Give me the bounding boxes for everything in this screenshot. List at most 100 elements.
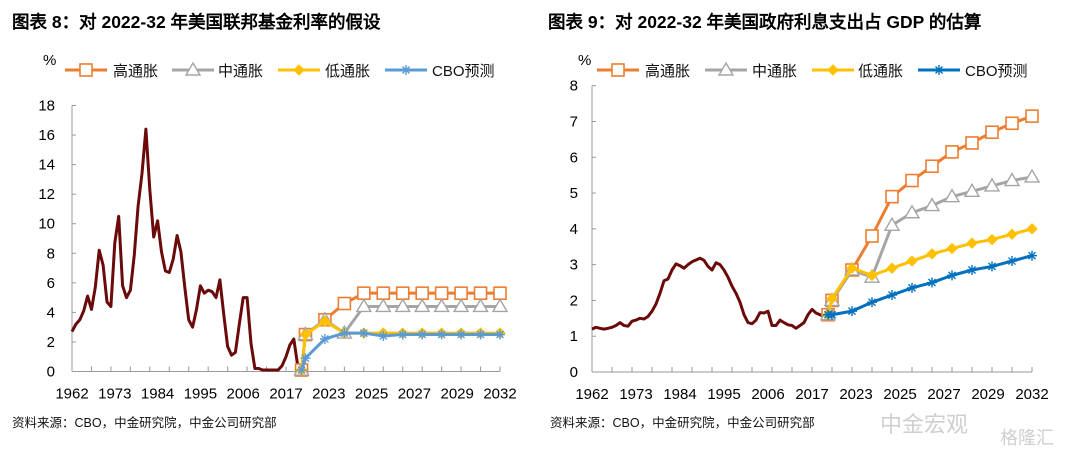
series-point-marker [826, 292, 838, 305]
series-point-marker [1007, 256, 1017, 267]
series-point-marker [473, 286, 488, 300]
y-tick-label: 1 [570, 328, 578, 345]
y-unit-label: % [43, 52, 56, 69]
series-point-marker [1003, 172, 1021, 187]
x-tick-label: 2032 [1015, 386, 1048, 403]
series-point-marker [319, 315, 331, 327]
y-tick-label: 10 [38, 216, 55, 233]
series-point-marker [417, 329, 428, 340]
series-point-marker [866, 269, 878, 282]
series-point-marker [339, 328, 350, 339]
series-point-marker [300, 353, 311, 364]
series-point-marker [865, 229, 879, 243]
series-point-marker [376, 286, 391, 300]
series-point-marker [987, 261, 997, 272]
series-point-marker [925, 159, 939, 174]
series-point-marker [986, 233, 998, 246]
series-point-marker [923, 197, 941, 212]
series-1 [819, 168, 1041, 321]
watermark-site: 格隆汇 [1000, 428, 1054, 448]
x-tick-label: 2023 [312, 386, 345, 403]
y-tick-label: 3 [570, 257, 578, 274]
x-tick-label: 2023 [839, 386, 872, 403]
legend-label: 高通胀 [113, 63, 158, 80]
y-tick-label: 8 [47, 245, 55, 262]
series-point-marker [357, 286, 371, 300]
series-point-marker [397, 329, 408, 340]
x-tick-label: 1962 [575, 386, 608, 403]
series-point-marker [299, 328, 312, 341]
legend-marker [401, 65, 411, 75]
series-point-marker [907, 282, 917, 293]
source-note: 资料来源：CBO，中金研究院，中金公司研究部 [550, 415, 815, 430]
x-tick-label: 2027 [398, 386, 431, 403]
legend-marker [79, 63, 93, 77]
x-tick-label: 1962 [55, 386, 88, 403]
legend-item: 中通胀 [172, 61, 263, 80]
y-tick-label: 2 [47, 334, 55, 351]
history-line [70, 127, 303, 372]
x-tick-label: 2006 [751, 386, 784, 403]
series-3 [296, 328, 505, 376]
x-tick-label: 2025 [883, 386, 916, 403]
series-point-marker [903, 204, 921, 219]
chart-fed-funds-rate: 图表 8：对 2022-32 年美国联邦基金利率的假设 % 资料来源：CBO，中… [12, 12, 517, 430]
x-tick-label: 1973 [619, 386, 652, 403]
series-point-marker [927, 277, 937, 288]
legend-marker [293, 64, 305, 76]
chart-title: 图表 8：对 2022-32 年美国联邦基金利率的假设 [12, 12, 381, 32]
legend-item: CBO预测 [918, 63, 1028, 80]
x-tick-label: 1984 [663, 386, 696, 403]
legend-marker [717, 61, 735, 76]
series-point-marker [475, 329, 486, 340]
series-0 [821, 109, 1039, 322]
x-tick-label: 1984 [141, 386, 174, 403]
legend-marker [611, 63, 625, 77]
x-tick-label: 1995 [707, 386, 740, 403]
series-point-marker [1006, 228, 1018, 240]
y-tick-label: 4 [47, 304, 55, 321]
series-point-marker [1005, 116, 1019, 131]
series-point-marker [454, 286, 468, 300]
legend-item: 中通胀 [705, 61, 797, 80]
series-point-marker [413, 298, 431, 313]
series-point-marker [358, 328, 369, 339]
series-point-marker [394, 298, 411, 313]
series-point-marker [1023, 168, 1041, 183]
x-tick-label: 2025 [355, 386, 388, 403]
series-line [300, 331, 500, 371]
legend-label: 低通胀 [325, 63, 370, 80]
x-tick-label: 2017 [269, 386, 302, 403]
series-point-marker [436, 329, 447, 340]
series-point-marker [943, 188, 961, 203]
legend-item: 高通胀 [597, 63, 690, 80]
series-point-marker [947, 270, 957, 281]
legend-marker [934, 65, 944, 75]
series-point-marker [456, 329, 467, 340]
series-point-marker [926, 248, 938, 260]
legend-item: 高通胀 [65, 63, 158, 80]
series-point-marker [415, 286, 429, 300]
y-tick-label: 6 [570, 149, 578, 166]
series-point-marker [1025, 109, 1039, 123]
series-point-marker [887, 290, 897, 301]
series-point-marker [883, 216, 901, 231]
series-point-marker [1026, 223, 1038, 235]
y-tick-label: 18 [38, 98, 55, 115]
series-line [300, 319, 500, 371]
history-line [591, 256, 829, 331]
series-point-marker [885, 189, 899, 204]
legend-marker [827, 64, 839, 76]
series-2 [822, 223, 1038, 321]
legend-label: 低通胀 [858, 63, 903, 80]
x-tick-label: 2027 [927, 386, 960, 403]
series-point-marker [963, 182, 981, 197]
series-3 [823, 250, 1037, 320]
legend-label: CBO预测 [965, 63, 1028, 80]
y-tick-label: 0 [570, 364, 578, 381]
series-point-marker [847, 306, 857, 317]
y-unit-label: % [578, 52, 591, 69]
source-note: 资料来源：CBO，中金研究院，中金公司研究部 [12, 415, 277, 430]
y-tick-label: 6 [47, 275, 55, 292]
